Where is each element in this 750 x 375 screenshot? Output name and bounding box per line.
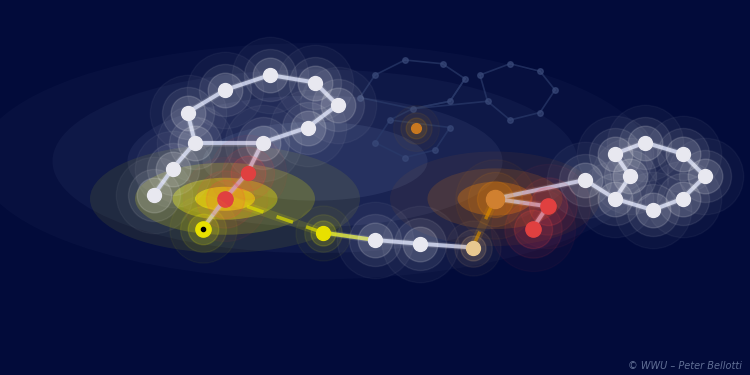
Ellipse shape [53, 69, 578, 253]
Ellipse shape [90, 145, 360, 253]
Ellipse shape [390, 152, 600, 246]
Ellipse shape [135, 163, 315, 235]
Ellipse shape [458, 182, 532, 216]
Ellipse shape [202, 122, 427, 201]
Ellipse shape [128, 96, 502, 227]
Ellipse shape [172, 178, 278, 220]
Ellipse shape [195, 187, 255, 211]
Text: © WWU – Peter Bellotti: © WWU – Peter Bellotti [628, 361, 742, 371]
Ellipse shape [427, 168, 562, 229]
